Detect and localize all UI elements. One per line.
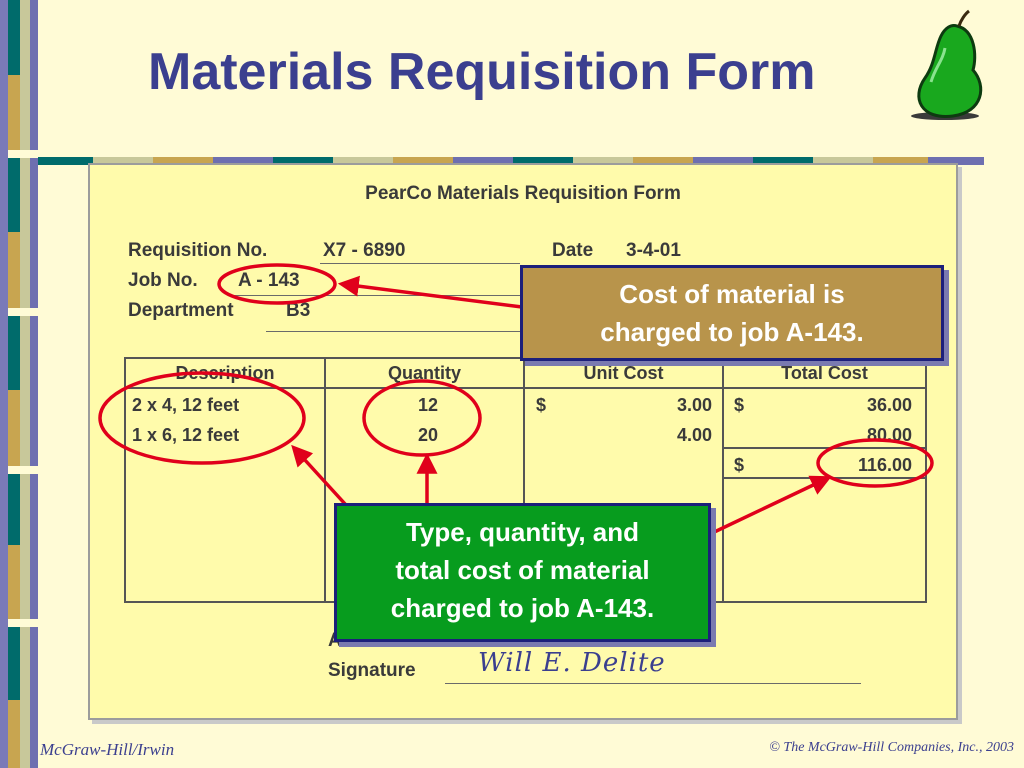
callout-material-details: Type, quantity, and total cost of materi… xyxy=(334,503,711,642)
title-divider xyxy=(38,157,984,165)
row-1-total-symbol: $ xyxy=(734,395,745,415)
row-1-total-cost: 36.00 xyxy=(866,395,912,415)
pear-icon xyxy=(911,9,983,120)
job-label: Job No. xyxy=(128,270,198,291)
footer-publisher: McGraw-Hill/Irwin xyxy=(40,740,175,759)
callout-bottom-line-2: total cost of material xyxy=(395,555,650,585)
callout-top-line-1: Cost of material is xyxy=(619,279,845,309)
date-label: Date xyxy=(552,240,594,261)
callout-bottom-line-1: Type, quantity, and xyxy=(405,517,640,547)
form-title: PearCo Materials Requisition Form xyxy=(365,183,681,204)
signature-label: Signature xyxy=(328,660,416,681)
job-value: A - 143 xyxy=(238,270,300,291)
footer-copyright: © The McGraw-Hill Companies, Inc., 2003 xyxy=(769,740,1014,755)
row-1-quantity: 12 xyxy=(417,395,438,415)
requisition-value: X7 - 6890 xyxy=(323,240,406,261)
row-1-unit-cost: 3.00 xyxy=(676,395,712,415)
date-value: 3-4-01 xyxy=(626,240,681,261)
department-value: B3 xyxy=(286,300,311,321)
callout-bottom-line-3: charged to job A-143. xyxy=(390,593,655,623)
callout-job-charge: Cost of material is charged to job A-143… xyxy=(520,265,944,361)
column-header-description: Description xyxy=(175,363,275,383)
slide-title: Materials Requisition Form xyxy=(148,43,816,101)
column-header-total-cost: Total Cost xyxy=(781,363,868,383)
row-1-description: 2 x 4, 12 feet xyxy=(132,395,240,415)
row-2-total-cost: 80.00 xyxy=(866,425,912,445)
grand-total: 116.00 xyxy=(857,455,912,475)
row-2-unit-cost: 4.00 xyxy=(676,425,712,445)
signature: Will E. Delite xyxy=(478,648,666,678)
department-label: Department xyxy=(128,300,234,321)
row-2-description: 1 x 6, 12 feet xyxy=(132,425,240,445)
callout-top-line-2: charged to job A-143. xyxy=(600,317,864,347)
left-decorative-strip xyxy=(0,0,38,768)
column-header-unit-cost: Unit Cost xyxy=(583,363,664,383)
grand-total-symbol: $ xyxy=(734,455,745,475)
row-2-quantity: 20 xyxy=(417,425,438,445)
column-header-quantity: Quantity xyxy=(387,363,461,383)
row-1-unit-symbol: $ xyxy=(536,395,547,415)
requisition-label: Requisition No. xyxy=(128,240,268,261)
